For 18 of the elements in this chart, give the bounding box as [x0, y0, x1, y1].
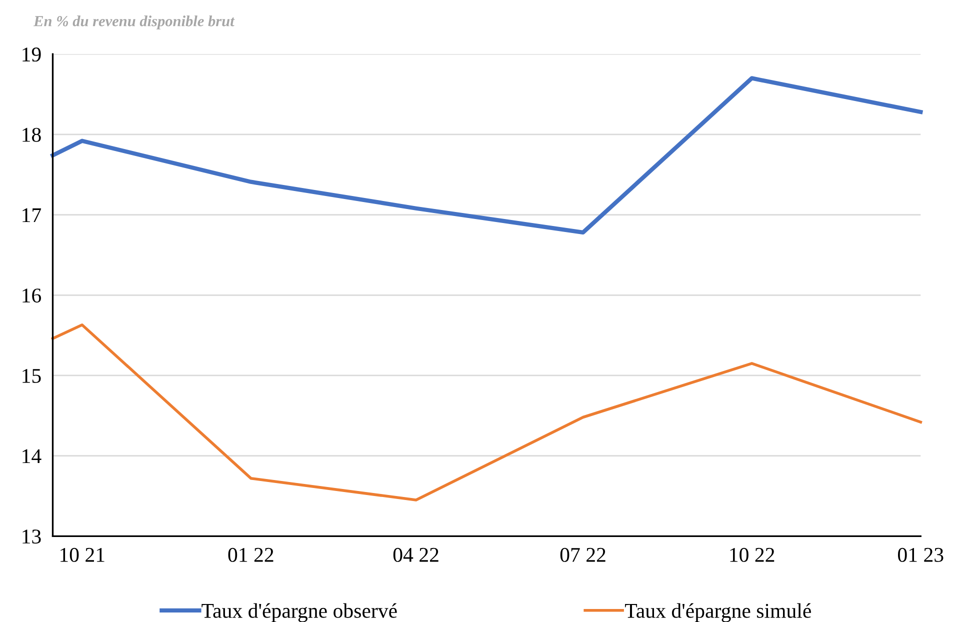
y-tick-label: 16: [22, 288, 42, 303]
x-tick-label: 01 22: [228, 548, 274, 562]
text: En % du revenu disponible brut: [33, 16, 235, 30]
y-tick-label: 18: [22, 128, 41, 142]
line-series: [51, 323, 922, 502]
x-tick-label: 04 22: [393, 548, 438, 562]
x-tick-label: 01 23: [898, 548, 944, 562]
legend-label: Taux d'épargne observé: [202, 603, 397, 622]
y-tick-label: 17: [22, 208, 42, 222]
line-series: [50, 76, 923, 235]
y-tick-label: 15: [22, 368, 41, 383]
y-tick-label: 19: [22, 48, 41, 62]
y-tick-label: 13: [22, 530, 41, 544]
x-tick-label: 07 22: [560, 548, 606, 562]
x-tick-label: 10 21: [60, 548, 104, 562]
x-tick-label: 10 22: [730, 548, 774, 562]
legend-label: Taux d'épargne simulé: [625, 603, 811, 622]
y-tick-label: 14: [22, 449, 42, 464]
